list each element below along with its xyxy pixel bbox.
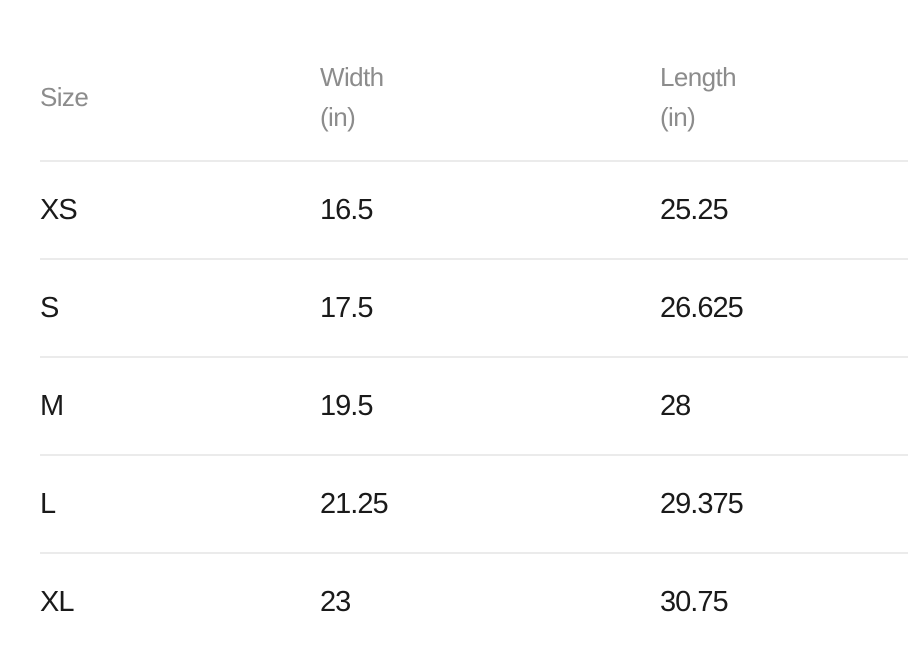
length-cell: 28	[660, 390, 691, 422]
length-cell: 30.75	[660, 586, 729, 618]
table-row: L 21.25 29.375	[40, 456, 908, 554]
header-length-label: Length	[660, 62, 737, 92]
header-size: Size	[40, 82, 89, 112]
size-cell: XL	[40, 586, 74, 618]
width-cell: 17.5	[320, 292, 373, 324]
width-cell: 16.5	[320, 194, 373, 226]
size-cell: S	[40, 292, 59, 324]
size-cell: L	[40, 488, 56, 520]
width-cell: 21.25	[320, 488, 389, 520]
table-header-row: Size Width (in) Length (in)	[40, 0, 908, 162]
table-row: M 19.5 28	[40, 358, 908, 456]
header-width: Width (in)	[320, 57, 384, 137]
header-length-unit: (in)	[660, 102, 696, 132]
table-row: XS 16.5 25.25	[40, 162, 908, 260]
header-width-label: Width	[320, 62, 384, 92]
header-length: Length (in)	[660, 57, 737, 137]
length-cell: 29.375	[660, 488, 744, 520]
header-width-unit: (in)	[320, 102, 356, 132]
size-cell: M	[40, 390, 64, 422]
size-cell: XS	[40, 194, 78, 226]
length-cell: 26.625	[660, 292, 744, 324]
length-cell: 25.25	[660, 194, 729, 226]
table-row: XL 23 30.75	[40, 554, 908, 652]
width-cell: 23	[320, 586, 351, 618]
width-cell: 19.5	[320, 390, 373, 422]
table-row: S 17.5 26.625	[40, 260, 908, 358]
size-chart-table: Size Width (in) Length (in) XS 16.5 25.25 S…	[40, 0, 908, 652]
